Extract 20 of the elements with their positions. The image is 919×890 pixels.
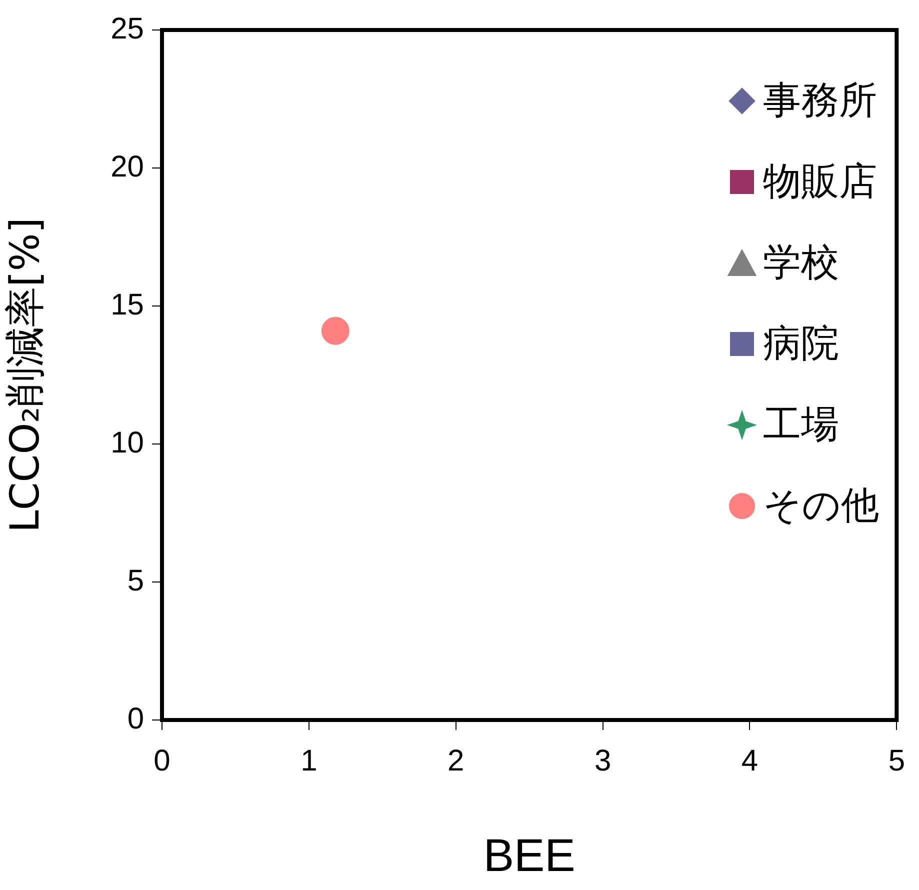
x-tick-label: 2 [448, 744, 464, 778]
legend-label: 事務所 [763, 77, 877, 124]
x-tick-label: 0 [154, 744, 170, 778]
legend-label: 学校 [763, 239, 839, 286]
legend-label: 物販店 [763, 158, 877, 205]
y-tick-label: 10 [110, 426, 144, 460]
x-tick-label: 4 [741, 744, 758, 778]
y-tick-label: 0 [127, 702, 144, 736]
x-tick-label: 1 [300, 744, 318, 778]
y-tick-label: 25 [110, 12, 144, 46]
y-tick-label: 15 [110, 288, 144, 322]
legend-label: その他 [763, 482, 879, 529]
x-tick-label: 5 [888, 744, 905, 778]
x-tick-label: 3 [594, 744, 612, 778]
y-axis-title: LCCO₂削減率[%] [2, 218, 48, 532]
y-tick-label: 5 [127, 564, 144, 598]
legend-label: 病院 [763, 320, 839, 367]
x-axis-title: BEE [483, 829, 576, 882]
y-tick-label: 20 [110, 150, 144, 184]
legend-label: 工場 [763, 401, 839, 448]
